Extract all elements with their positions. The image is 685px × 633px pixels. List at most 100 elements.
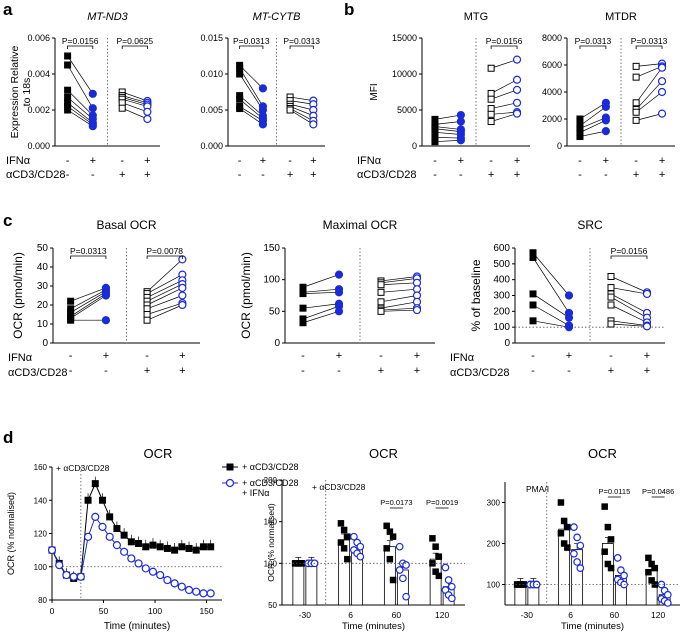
- data-point: [120, 547, 129, 556]
- legend-label: + αCD3/CD28: [242, 478, 298, 488]
- condition-row-label-cd3: αCD3/CD28: [357, 169, 417, 181]
- data-point: [663, 599, 672, 607]
- data-point: [607, 273, 615, 280]
- data-point: [143, 305, 151, 313]
- condition-sign-cd3: +: [179, 365, 185, 377]
- legend-label: + IFNα: [242, 488, 269, 498]
- condition-sign-cd3: -: [567, 365, 571, 377]
- data-point: [529, 317, 537, 325]
- data-point: [55, 560, 64, 570]
- data-point: [88, 104, 97, 113]
- pair-line: [380, 301, 418, 309]
- pair-line: [302, 288, 340, 293]
- data-point: [113, 525, 121, 533]
- data-point: [570, 523, 578, 531]
- pair-line: [380, 295, 418, 303]
- data-point: [112, 541, 122, 550]
- data-point: [441, 563, 450, 572]
- pvalue-bracket: [67, 45, 94, 49]
- data-point: [120, 531, 128, 539]
- data-point: [334, 270, 344, 279]
- data-point: [192, 587, 201, 596]
- pvalue-bracket: [70, 255, 107, 259]
- x-tick-label: 150: [199, 606, 213, 616]
- pair-line: [434, 139, 461, 143]
- data-point: [64, 106, 72, 114]
- data-point: [148, 567, 158, 576]
- data-point: [432, 543, 439, 550]
- y-tick-label: 200: [493, 306, 510, 317]
- data-point: [64, 52, 72, 60]
- pair-line: [289, 108, 314, 122]
- data-point: [199, 543, 207, 551]
- data-point: [402, 592, 410, 601]
- data-point: [177, 582, 186, 591]
- data-point: [101, 291, 111, 300]
- data-point: [613, 553, 622, 562]
- data-point: [564, 544, 571, 551]
- data-point: [607, 320, 615, 328]
- condition-sign-ifna: -: [578, 155, 582, 167]
- condition-sign-cd3: -: [459, 169, 463, 181]
- pair-line: [146, 302, 183, 315]
- pair-line: [70, 291, 107, 313]
- data-point: [309, 120, 318, 129]
- pair-line: [146, 274, 183, 294]
- data-point: [178, 543, 186, 551]
- pvalue-label: P=0.0486: [642, 487, 674, 496]
- data-point: [657, 77, 667, 86]
- pvalue-bracket: [146, 255, 183, 259]
- pair-line: [610, 296, 648, 318]
- pvalue-bracket: [239, 45, 264, 49]
- condition-sign-ifna: +: [414, 350, 420, 362]
- condition-row-label-cd3: αCD3/CD28: [450, 367, 510, 379]
- data-point: [207, 543, 215, 551]
- x-tick-label: 60: [392, 610, 402, 620]
- chart-title: OCR: [588, 446, 617, 461]
- condition-sign-ifna: -: [238, 155, 242, 167]
- pair-line: [491, 59, 518, 69]
- condition-sign-cd3: -: [604, 169, 608, 181]
- y-axis-label: Expression Relative: [9, 45, 21, 138]
- data-point: [456, 117, 465, 126]
- y-tick-label: 2000: [542, 114, 562, 124]
- pvalue-bracket: [579, 45, 607, 49]
- data-point: [447, 582, 456, 591]
- condition-sign-cd3: -: [69, 365, 73, 377]
- data-point: [127, 538, 135, 546]
- condition-sign-cd3: +: [378, 365, 384, 377]
- series-line: [51, 482, 211, 579]
- data-point: [206, 589, 215, 598]
- y-tick-label: 20: [37, 300, 49, 311]
- condition-sign-cd3: +: [414, 365, 420, 377]
- x-tick-label: 50: [99, 606, 109, 616]
- data-point: [106, 513, 114, 521]
- pair-line: [122, 102, 148, 113]
- pair-line: [67, 89, 94, 116]
- data-point: [334, 307, 344, 316]
- y-tick-label: 100: [263, 275, 280, 286]
- condition-sign-ifna: -: [531, 350, 535, 362]
- injection-label: PMA/I: [526, 484, 549, 494]
- y-axis-label: MFI: [369, 83, 380, 100]
- pair-line: [434, 114, 461, 120]
- condition-sign-cd3: -: [578, 169, 582, 181]
- data-point: [142, 543, 150, 551]
- condition-sign-cd3: +: [633, 169, 639, 181]
- condition-row-label-ifna: IFNα: [8, 352, 33, 364]
- condition-row-label-ifna: IFNα: [450, 352, 475, 364]
- x-tick-label: 100: [148, 606, 162, 616]
- pair-line: [380, 309, 418, 312]
- data-point: [564, 523, 571, 531]
- condition-sign-ifna: +: [659, 155, 665, 167]
- data-point: [84, 496, 92, 504]
- pair-line: [532, 293, 570, 318]
- data-point: [143, 114, 152, 124]
- pair-line: [239, 68, 264, 107]
- x-axis-label: Time (minutes): [104, 621, 170, 632]
- pair-line: [636, 113, 663, 121]
- condition-sign-ifna: +: [458, 155, 464, 167]
- data-point: [91, 480, 99, 488]
- data-point: [135, 539, 143, 547]
- data-point: [573, 533, 581, 542]
